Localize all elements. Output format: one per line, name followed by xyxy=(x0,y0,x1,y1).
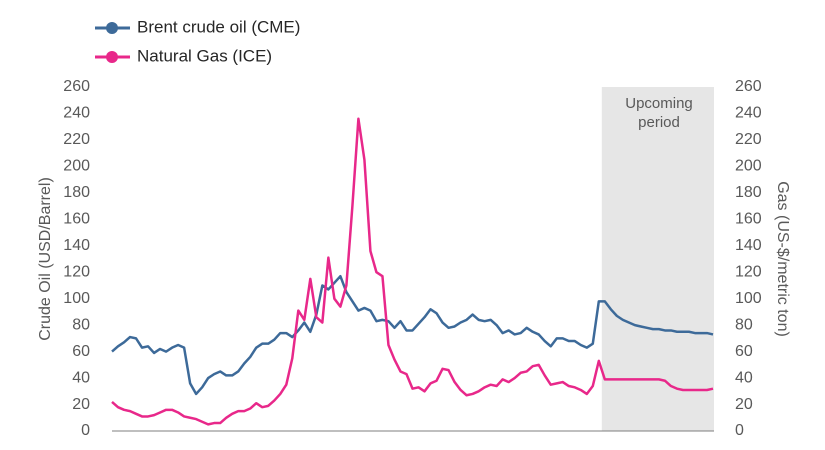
y-tick-label: 80 xyxy=(72,316,90,333)
upcoming-shade xyxy=(601,87,714,431)
series-line xyxy=(111,117,714,426)
y-tick-label: 200 xyxy=(63,158,90,175)
y2-tick-label: 120 xyxy=(735,263,762,280)
y2-tick-label: 200 xyxy=(735,158,762,175)
series-line xyxy=(111,274,714,396)
y2-tick-label: 140 xyxy=(735,237,762,254)
y-tick-label: 140 xyxy=(63,237,90,254)
y-tick-label: 120 xyxy=(63,263,90,280)
y2-tick-label: 100 xyxy=(735,290,762,307)
legend-label: Natural Gas (ICE) xyxy=(137,46,272,65)
y2-tick-label: 20 xyxy=(735,396,753,413)
legend-marker xyxy=(106,51,118,63)
y-tick-label: 160 xyxy=(63,211,90,228)
y-tick-label: 220 xyxy=(63,131,90,148)
y-tick-label: 100 xyxy=(63,290,90,307)
y2-tick-label: 80 xyxy=(735,316,753,333)
y-tick-label: 20 xyxy=(72,396,90,413)
y-tick-label: 40 xyxy=(72,369,90,386)
legend-marker xyxy=(106,22,118,34)
y2-tick-label: 260 xyxy=(735,78,762,95)
y2-tick-label: 220 xyxy=(735,131,762,148)
y-tick-label: 260 xyxy=(63,78,90,95)
y2-tick-label: 180 xyxy=(735,184,762,201)
y2-tick-label: 40 xyxy=(735,369,753,386)
legend-label: Brent crude oil (CME) xyxy=(137,17,300,36)
y2-tick-label: 240 xyxy=(735,105,762,122)
y-tick-label: 60 xyxy=(72,343,90,360)
y2-tick-label: 0 xyxy=(735,422,744,439)
y-axis-title: Crude Oil (USD/Barrel) xyxy=(37,177,54,341)
y-tick-label: 0 xyxy=(81,422,90,439)
y-tick-label: 240 xyxy=(63,105,90,122)
y2-axis-title: Gas (US-$/metric ton) xyxy=(774,181,791,337)
upcoming-label: Upcoming period xyxy=(625,95,693,131)
y2-tick-label: 60 xyxy=(735,343,753,360)
y-tick-label: 180 xyxy=(63,184,90,201)
y2-tick-label: 160 xyxy=(735,211,762,228)
